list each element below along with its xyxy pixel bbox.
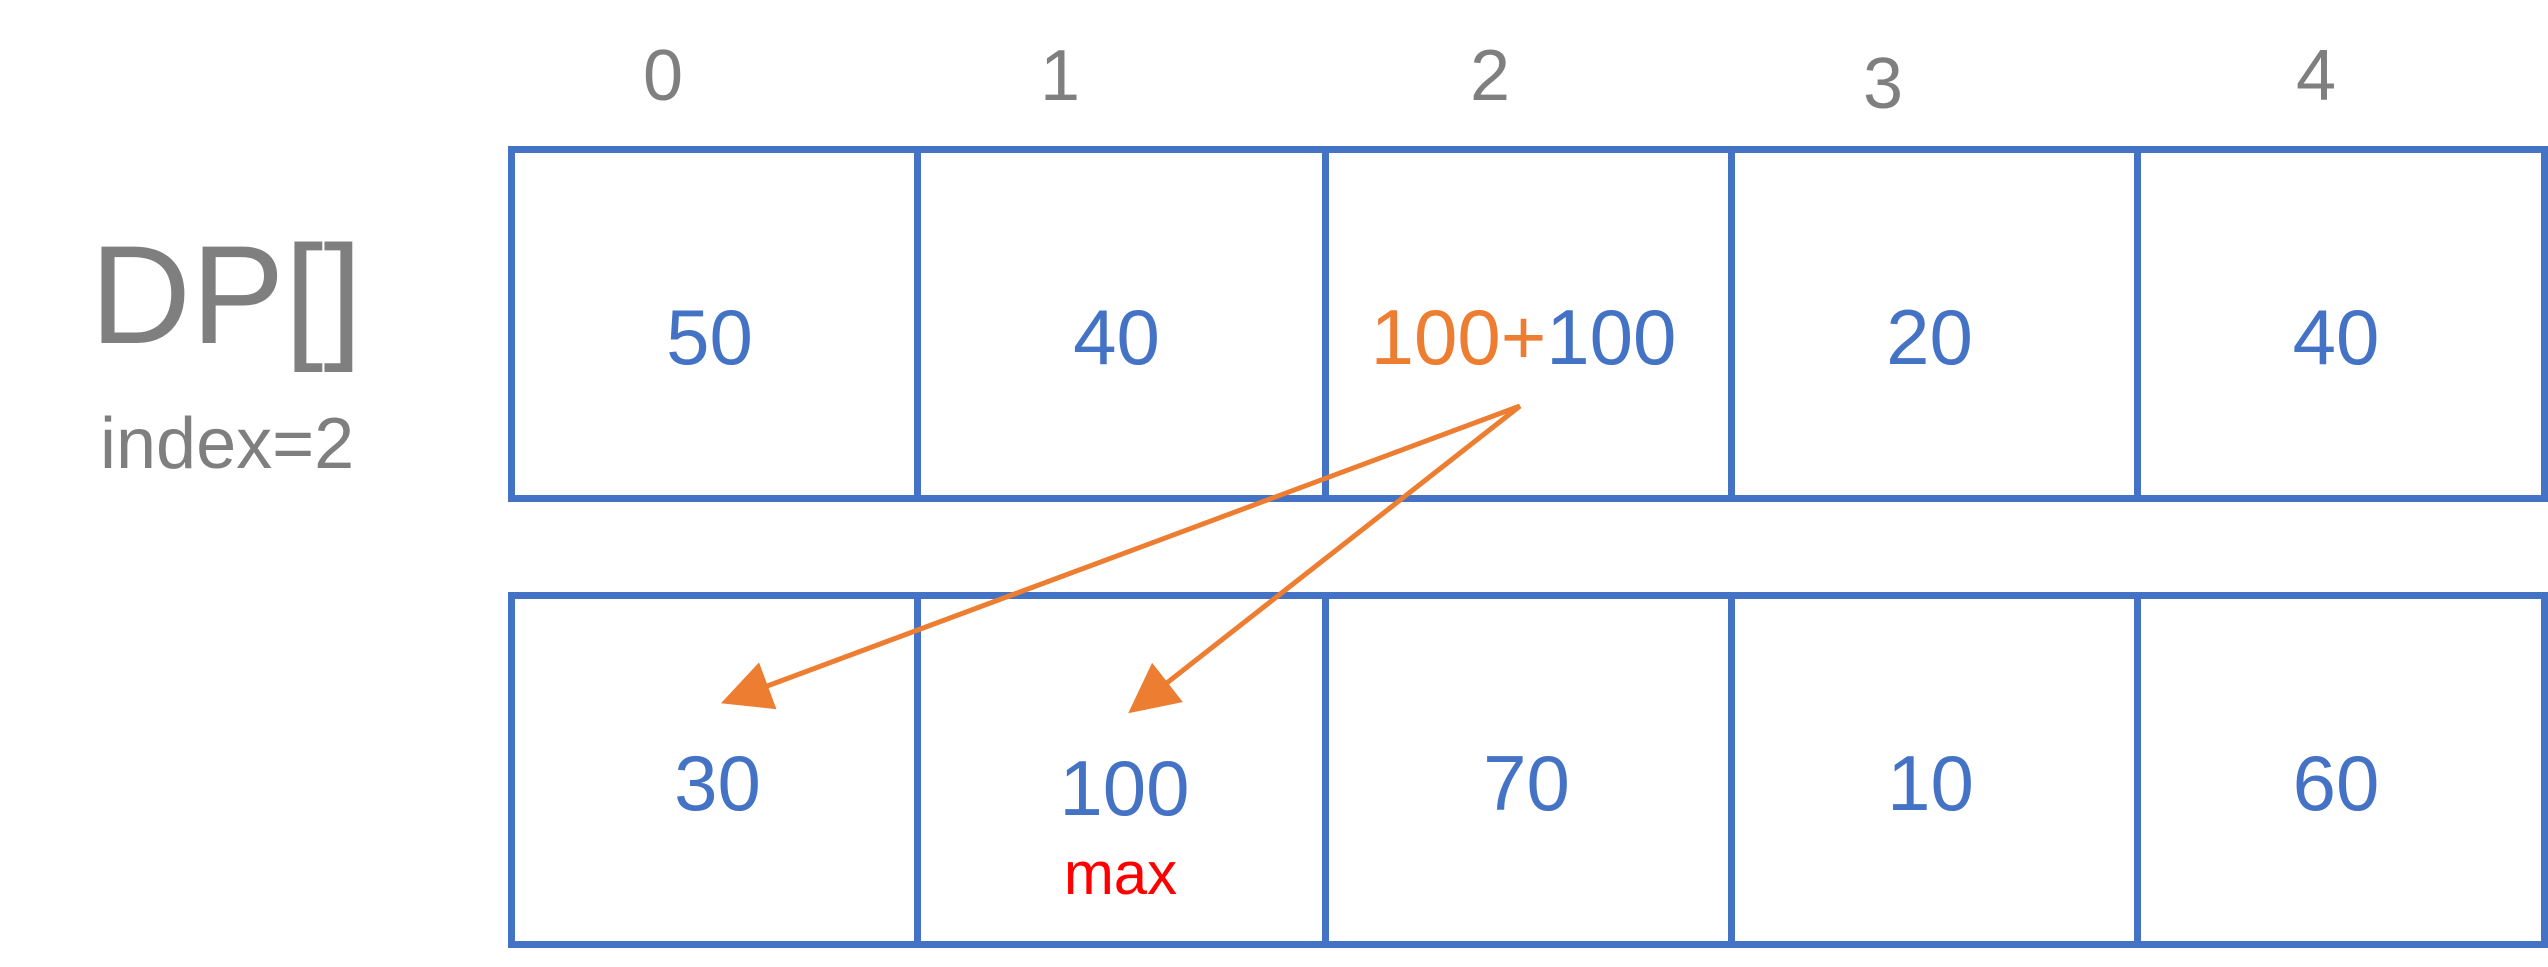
- top-cell-2: 100+100: [1322, 153, 1728, 495]
- cell-value: 30: [674, 739, 761, 827]
- index-label: index=2: [100, 404, 355, 484]
- cell-value: 40: [2292, 293, 2380, 381]
- dp-array-title: DP[]: [90, 216, 363, 373]
- bottom-cell-2: 70: [1322, 599, 1728, 941]
- top-cell-4: 40: [2134, 153, 2548, 495]
- sum-value: 100+100: [1319, 298, 1728, 376]
- cell-value: 10: [1887, 739, 1974, 827]
- top-cell-1: 40: [914, 153, 1322, 495]
- top-cell-3: 20: [1728, 153, 2134, 495]
- added-value: 100+: [1370, 293, 1547, 381]
- top-cell-0: 50: [508, 153, 914, 495]
- cell-value: 60: [2292, 739, 2380, 827]
- bottom-cell-3: 10: [1728, 599, 2134, 941]
- column-index-0: 0: [642, 36, 684, 116]
- bottom-cell-1: 100 max: [914, 599, 1322, 941]
- dp-array-row: 50 40 100+100 20 40: [508, 146, 2548, 502]
- cell-value: 20: [1886, 293, 1973, 381]
- column-index-4: 4: [2295, 36, 2337, 116]
- cell-value: 50: [666, 293, 753, 381]
- base-value: 100: [1546, 293, 1677, 381]
- column-index-3: 3: [1862, 44, 1904, 124]
- cell-value: 40: [1073, 293, 1160, 381]
- column-index-2: 2: [1469, 36, 1511, 116]
- cell-value: 70: [1483, 739, 1570, 827]
- bottom-cell-4: 60: [2134, 599, 2548, 941]
- input-array-row: 30 100 max 70 10 60: [508, 592, 2548, 948]
- max-label: max: [1063, 840, 1178, 907]
- bottom-cell-0: 30: [508, 599, 914, 941]
- column-index-1: 1: [1039, 36, 1081, 116]
- cell-value: 100: [1059, 744, 1190, 832]
